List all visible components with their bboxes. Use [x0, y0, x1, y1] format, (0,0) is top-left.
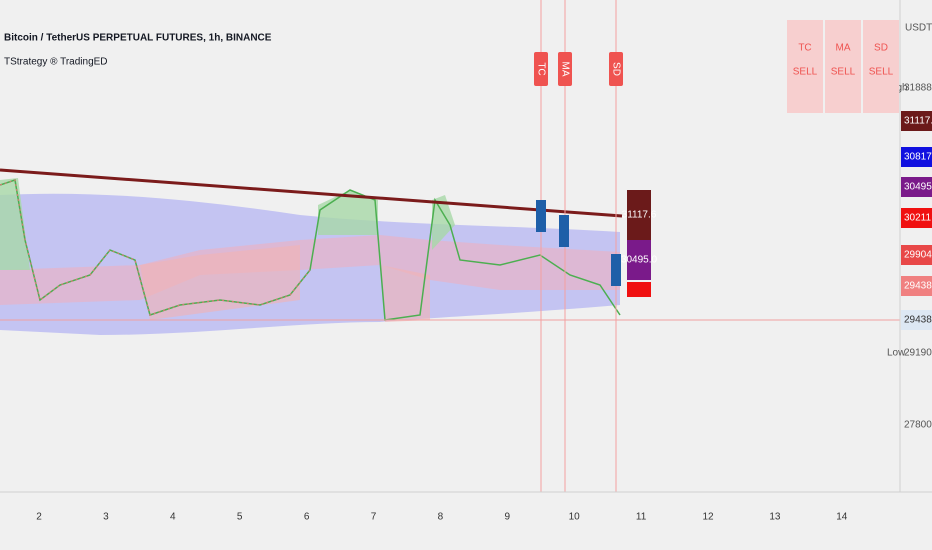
price-label: 29904.5	[904, 250, 932, 261]
chart-tag: 31117.6	[622, 210, 657, 221]
signal-marker-label: TC	[535, 62, 546, 75]
signal-label: TC	[798, 43, 811, 54]
sell-arrow	[536, 200, 546, 232]
red-zone	[140, 245, 300, 320]
sell-arrow	[611, 254, 621, 286]
signal-cell	[825, 20, 861, 113]
tag-bg	[627, 190, 651, 240]
price-line-alt	[0, 179, 311, 316]
signal-action: SELL	[793, 67, 818, 78]
ma-line	[0, 168, 623, 218]
price-label: 30495.0	[904, 182, 932, 193]
time-label: 11	[636, 512, 647, 523]
signal-label: MA	[836, 43, 851, 54]
signal-marker	[609, 52, 623, 86]
time-label: 5	[237, 512, 243, 523]
green-zone	[432, 195, 455, 250]
signal-label: SD	[874, 43, 888, 54]
price-label: 30817.6	[904, 152, 932, 163]
price-tag	[901, 310, 932, 330]
tag-bg	[627, 282, 651, 297]
time-label: 14	[836, 512, 848, 523]
price-label: 29438.2	[904, 315, 932, 326]
price-label: 29438.2	[904, 281, 932, 292]
price-label: 27800.0	[904, 420, 932, 431]
price-label: 31888.0	[904, 83, 932, 94]
red-zone	[380, 265, 430, 322]
price-tag	[901, 177, 932, 197]
low-label: Low	[887, 348, 906, 359]
green-zone	[0, 178, 30, 270]
time-label: 3	[103, 512, 109, 523]
chart-tag: 30495.0	[621, 255, 658, 266]
sell-arrow	[559, 215, 569, 247]
time-label: 7	[371, 512, 377, 523]
time-label: 10	[569, 512, 581, 523]
signal-marker-label: SD	[610, 62, 621, 76]
signal-marker-label: MA	[559, 62, 570, 77]
time-label: 13	[769, 512, 781, 523]
time-label: 12	[702, 512, 714, 523]
sell-arrows	[536, 200, 621, 286]
symbol-title: Bitcoin / TetherUS PERPETUAL FUTURES, 1h…	[4, 33, 272, 44]
price-tag	[901, 111, 932, 131]
signal-action: SELL	[831, 67, 856, 78]
indicator-name: TStrategy ® TradingED	[4, 57, 108, 68]
time-label: 9	[505, 512, 511, 523]
signal-marker	[558, 52, 572, 86]
time-label: 4	[170, 512, 176, 523]
time-label: 6	[304, 512, 310, 523]
currency: USDT	[905, 23, 932, 34]
price-tag	[901, 147, 932, 167]
price-label: 31117.6	[904, 116, 932, 127]
time-label: 2	[36, 512, 42, 523]
signal-cell	[863, 20, 899, 113]
price-label: 30211.0	[904, 213, 932, 224]
price-label: 29190.0	[904, 348, 932, 359]
signal-marker	[534, 52, 548, 86]
price-tag	[901, 208, 932, 228]
price-tag	[901, 276, 932, 296]
signal-action: SELL	[869, 67, 894, 78]
time-label: 8	[438, 512, 444, 523]
signal-cell	[787, 20, 823, 113]
price-tag	[901, 245, 932, 265]
tag-bg	[627, 240, 651, 280]
